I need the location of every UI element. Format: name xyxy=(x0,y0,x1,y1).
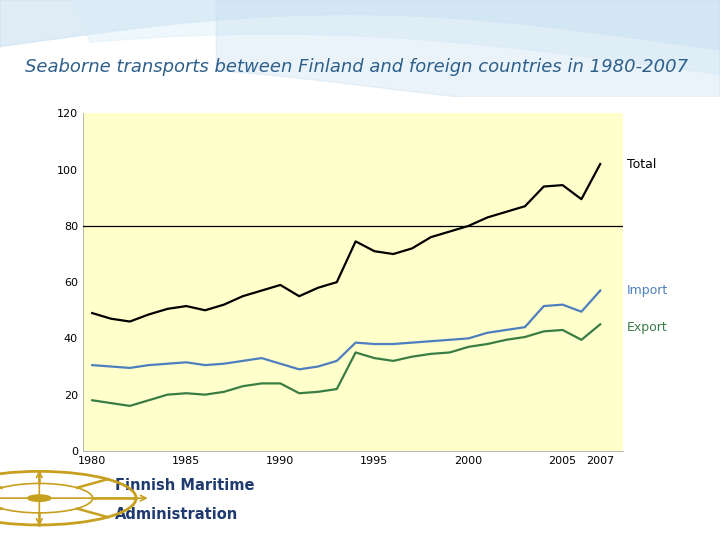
Polygon shape xyxy=(216,0,720,109)
Text: Administration: Administration xyxy=(115,508,238,522)
Text: Total: Total xyxy=(626,158,656,171)
Text: Export: Export xyxy=(626,321,667,334)
Polygon shape xyxy=(72,0,720,75)
Polygon shape xyxy=(0,0,720,50)
Text: Finnish Maritime: Finnish Maritime xyxy=(115,478,254,493)
Circle shape xyxy=(27,495,51,501)
Text: Import: Import xyxy=(626,284,668,297)
Text: Seaborne transports between Finland and foreign countries in 1980-2007: Seaborne transports between Finland and … xyxy=(25,58,688,76)
